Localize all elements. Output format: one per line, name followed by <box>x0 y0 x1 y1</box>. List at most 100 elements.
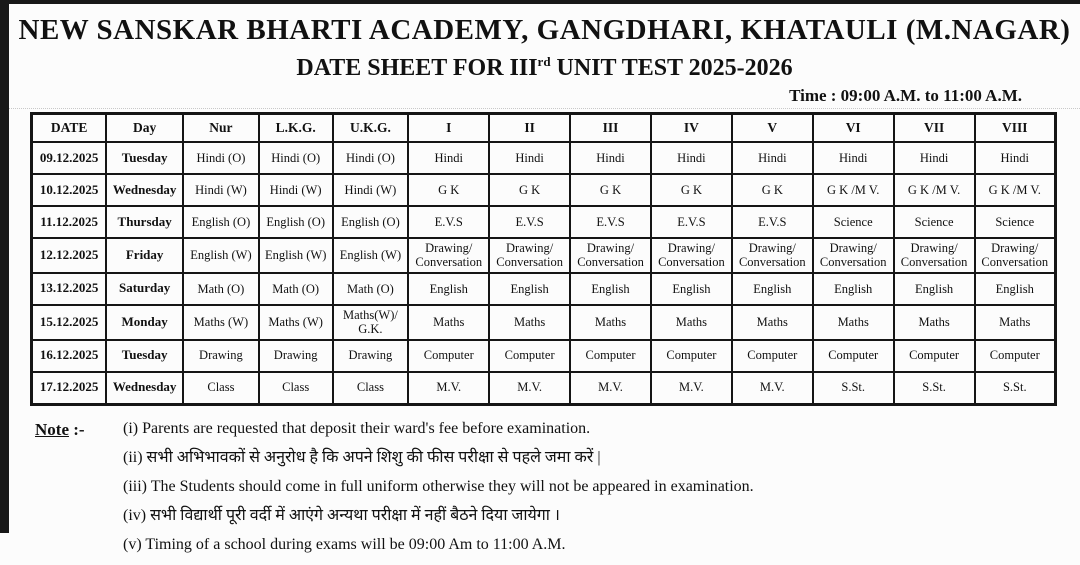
cell-subject: G K /M V. <box>973 173 1057 207</box>
cell-subject: Drawing/ Conversation <box>407 237 491 274</box>
cell-subject: Science <box>973 205 1057 239</box>
cell-subject: E.V.S <box>407 205 491 239</box>
note-item: (ii) सभी अभिभावकों से अनुरोध है कि अपने … <box>123 448 601 466</box>
cell-subject: G K <box>569 173 652 207</box>
cell-subject: G K <box>730 173 814 207</box>
cell-date: 11.12.2025 <box>30 205 108 239</box>
cell-day: Friday <box>105 237 185 274</box>
cell-date: 13.12.2025 <box>30 271 108 306</box>
cell-day: Tuesday <box>105 338 185 373</box>
cell-subject: Class <box>257 370 334 405</box>
notes-list: (i) Parents are requested that deposit t… <box>123 420 1080 565</box>
cell-subject: Hindi (W) <box>182 173 260 207</box>
cell-subject: Maths <box>973 303 1057 341</box>
cell-subject: Maths (W) <box>182 303 260 341</box>
scan-edge-bar-left <box>0 0 9 533</box>
cell-subject: Hindi <box>811 141 895 175</box>
note-item: (iii) The Students should come in full u… <box>123 477 754 495</box>
cell-date: 17.12.2025 <box>30 370 108 405</box>
cell-subject: English <box>973 271 1057 306</box>
note-item: (v) Timing of a school during exams will… <box>123 535 566 553</box>
cell-subject: English (W) <box>182 237 260 274</box>
scan-dotted-divider <box>9 108 1080 109</box>
cell-subject: Hindi <box>569 141 652 175</box>
page-subtitle: DATE SHEET FOR IIIrd UNIT TEST 2025-2026 <box>9 54 1080 82</box>
cell-subject: Hindi (W) <box>331 173 410 207</box>
cell-subject: Maths <box>649 303 733 341</box>
cell-subject: Maths (W) <box>257 303 334 341</box>
cell-subject: Class <box>331 370 410 405</box>
cell-subject: Computer <box>811 338 895 373</box>
cell-subject: Math (O) <box>331 271 410 306</box>
cell-subject: English (O) <box>331 205 410 239</box>
scan-edge-bar-top <box>0 0 1080 4</box>
subtitle-ordinal-sup: rd <box>537 54 551 69</box>
cell-subject: English <box>407 271 491 306</box>
cell-subject: Hindi <box>488 141 572 175</box>
column-header: VI <box>811 112 895 143</box>
cell-subject: Hindi <box>649 141 733 175</box>
cell-subject: S.St. <box>811 370 895 405</box>
cell-subject: M.V. <box>730 370 814 405</box>
cell-subject: G K /M V. <box>892 173 976 207</box>
cell-subject: Hindi <box>407 141 491 175</box>
table-row: 17.12.2025 Wednesday Class Class Class M.V. M.… <box>30 370 1057 405</box>
cell-subject: Maths(W)/ G.K. <box>331 303 410 341</box>
column-header: VIII <box>973 112 1057 143</box>
page-title: NEW SANSKAR BHARTI ACADEMY, GANGDHARI, K… <box>18 14 1071 46</box>
cell-subject: G K <box>649 173 733 207</box>
cell-subject: G K <box>407 173 491 207</box>
column-header: DATE <box>30 112 108 143</box>
notes-section: Note :- (i) Parents are requested that d… <box>35 420 1080 565</box>
column-header: Day <box>105 112 185 143</box>
note-item: (i) Parents are requested that deposit t… <box>123 419 591 437</box>
notes-label-word: Note <box>35 419 69 439</box>
cell-subject: Computer <box>730 338 814 373</box>
cell-subject: Computer <box>407 338 491 373</box>
table-row: 11.12.2025 Thursday English (O) English (O)… <box>30 205 1057 239</box>
cell-day: Wednesday <box>105 370 185 405</box>
cell-subject: M.V. <box>649 370 733 405</box>
cell-date: 16.12.2025 <box>30 338 108 373</box>
cell-subject: Computer <box>973 338 1057 373</box>
cell-subject: Drawing/ Conversation <box>730 237 814 274</box>
subtitle-suffix: UNIT TEST 2025-2026 <box>550 55 793 81</box>
table-header-row: DATE Day Nur L.K.G. U.K.G. I II III IV V VI VII VIII <box>30 112 1057 143</box>
cell-subject: Drawing <box>182 338 260 373</box>
cell-day: Tuesday <box>105 141 185 175</box>
cell-subject: Maths <box>488 303 572 341</box>
cell-subject: English <box>892 271 976 306</box>
notes-label-colon: :- <box>68 419 85 439</box>
cell-subject: English <box>488 271 572 306</box>
cell-day: Saturday <box>105 271 185 306</box>
cell-subject: Maths <box>407 303 491 341</box>
cell-subject: Computer <box>892 338 976 373</box>
cell-subject: Drawing/ Conversation <box>569 237 652 274</box>
cell-subject: Hindi <box>892 141 976 175</box>
cell-day: Wednesday <box>105 173 185 207</box>
cell-subject: Drawing <box>257 338 334 373</box>
cell-subject: Science <box>892 205 976 239</box>
subtitle-prefix: DATE SHEET FOR III <box>296 55 538 81</box>
column-header: I <box>407 112 491 143</box>
cell-subject: Maths <box>892 303 976 341</box>
cell-subject: E.V.S <box>488 205 572 239</box>
cell-subject: Computer <box>488 338 572 373</box>
table-row: 09.12.2025 Tuesday Hindi (O) Hindi (O) Hindi… <box>30 141 1057 175</box>
cell-subject: Computer <box>569 338 652 373</box>
cell-subject: Drawing/ Conversation <box>973 237 1057 274</box>
column-header: III <box>569 112 652 143</box>
cell-subject: S.St. <box>973 370 1057 405</box>
cell-date: 10.12.2025 <box>30 173 108 207</box>
column-header: U.K.G. <box>331 112 410 143</box>
cell-subject: Drawing/ Conversation <box>811 237 895 274</box>
datesheet-page: NEW SANSKAR BHARTI ACADEMY, GANGDHARI, K… <box>9 4 1080 565</box>
column-header: II <box>488 112 572 143</box>
cell-subject: Hindi (O) <box>182 141 260 175</box>
cell-subject: Drawing/ Conversation <box>892 237 976 274</box>
cell-subject: Hindi (O) <box>331 141 410 175</box>
cell-subject: E.V.S <box>649 205 733 239</box>
table-row: 13.12.2025 Saturday Math (O) Math (O) Math (… <box>30 271 1057 306</box>
datesheet-table: DATE Day Nur L.K.G. U.K.G. I II III IV V VI VII VIII… <box>30 112 1057 406</box>
cell-subject: Hindi (W) <box>257 173 334 207</box>
